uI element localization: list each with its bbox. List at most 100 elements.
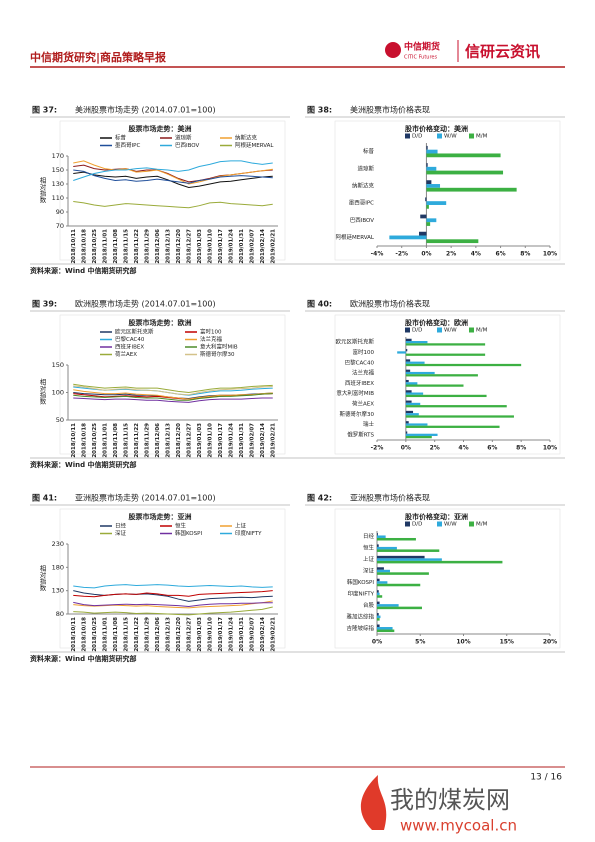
bar	[426, 184, 441, 188]
x-tick-label: 2018/12/20	[176, 617, 182, 652]
chart-frame	[334, 120, 561, 261]
figure-label: 图 38:	[307, 106, 332, 115]
legend-label: M/M	[476, 328, 488, 334]
bar	[377, 549, 440, 552]
bar	[377, 629, 395, 633]
x-tick-label: 2019/01/17	[218, 617, 224, 652]
category-label: 俄罗斯RTS	[347, 430, 374, 438]
source-note: 资料来源：Wind 中信期货研究部	[30, 460, 137, 469]
bar	[405, 435, 432, 439]
figure-caption: 欧洲股票市场价格表现	[350, 299, 430, 309]
legend-label: 标普	[115, 134, 127, 142]
x-tick-label: 8%	[520, 251, 530, 258]
bar	[426, 180, 432, 185]
x-tick-label: 2018/10/18	[81, 229, 87, 264]
x-tick-label: 2019/01/24	[228, 617, 234, 652]
bar	[377, 606, 422, 610]
bar	[405, 338, 412, 342]
x-tick-label: 0%	[421, 251, 431, 258]
series-line	[73, 584, 273, 589]
legend-swatch	[437, 327, 442, 333]
bar	[377, 578, 380, 582]
category-label: 恒生	[363, 544, 375, 552]
x-tick-label: 8%	[516, 445, 526, 452]
x-tick-label: 2019/01/31	[239, 617, 245, 652]
bar	[426, 187, 517, 192]
y-axis-label: 相对指数	[38, 176, 46, 205]
series-line	[73, 393, 273, 400]
bar	[405, 341, 428, 344]
x-tick-label: 2018/12/27	[186, 423, 192, 458]
legend-label: D/D	[412, 134, 422, 140]
chart-frame	[59, 314, 286, 455]
x-tick-label: 2018/10/25	[92, 617, 98, 652]
y-tick-label: 50	[56, 416, 64, 424]
bar	[377, 569, 390, 573]
x-tick-label: 2019/01/24	[228, 423, 234, 458]
series-line	[73, 397, 273, 403]
x-tick-label: 4%	[458, 445, 468, 452]
logo-icon	[385, 42, 401, 58]
category-label: 巴黎CAC40	[345, 358, 375, 366]
bar	[426, 166, 437, 171]
x-tick-label: 2019/02/21	[270, 423, 276, 458]
legend-label: 法兰克福	[200, 335, 223, 343]
category-label: 韩国KOSPI	[347, 578, 374, 586]
bar	[377, 537, 416, 541]
y-axis-label: 相对指数	[38, 377, 46, 406]
chart-frame	[334, 508, 561, 649]
bar	[377, 546, 397, 550]
bar	[405, 423, 428, 426]
bar	[405, 361, 425, 364]
bar	[405, 353, 486, 356]
x-tick-label: 2018/11/29	[144, 617, 150, 652]
x-tick-label: 2018/11/01	[102, 229, 108, 264]
legend-label: M/M	[476, 134, 488, 140]
legend-swatch	[405, 133, 410, 139]
legend-label: 荷兰AEX	[115, 350, 137, 358]
category-label: 富时100	[353, 348, 375, 356]
x-tick-label: 2%	[430, 445, 440, 452]
bar	[419, 231, 427, 236]
x-tick-label: 2018/11/22	[134, 229, 140, 264]
bar	[405, 392, 424, 395]
bar	[377, 627, 393, 630]
chart-title: 股票市场走势：亚洲	[128, 512, 192, 521]
x-tick-label: 2018/10/11	[71, 617, 77, 652]
source-note: 资料来源：Wind 中信期货研究部	[30, 654, 137, 663]
bar	[377, 567, 384, 570]
legend-label: 深证	[115, 529, 127, 537]
bar	[377, 613, 379, 616]
legend-label: M/M	[476, 522, 488, 528]
bar	[405, 359, 411, 362]
chart-title: 股票市场走势：美洲	[128, 124, 192, 133]
x-tick-label: 4%	[471, 251, 481, 258]
watermark-url: www.mycoal.cn	[400, 817, 517, 835]
page-number: 13 / 16	[530, 773, 562, 783]
figure-label: 图 42:	[307, 494, 332, 503]
x-tick-label: 2019/01/31	[239, 229, 245, 264]
chart-title: 股市价格变动：欧洲	[404, 318, 468, 327]
x-tick-label: 2018/10/11	[71, 423, 77, 458]
x-tick-label: 2018/12/27	[186, 617, 192, 652]
y-tick-label: 150	[52, 166, 64, 174]
category-label: 台股	[363, 601, 375, 609]
legend-label: 欧元区斯托克斯	[115, 328, 154, 336]
bar	[426, 204, 429, 209]
bar	[426, 170, 504, 175]
legend-label: W/W	[444, 328, 457, 334]
x-tick-label: 2019/01/03	[197, 229, 203, 264]
bar	[426, 201, 447, 205]
x-tick-label: 2018/12/13	[165, 617, 171, 652]
x-tick-label: 2018/10/11	[71, 229, 77, 264]
x-tick-label: 2019/02/07	[249, 423, 255, 458]
x-tick-label: 2018/11/22	[134, 617, 140, 652]
legend-label: 巴黎CAC40	[115, 335, 145, 343]
bar	[426, 153, 501, 158]
x-tick-label: 2019/01/03	[197, 423, 203, 458]
x-tick-label: 2018/11/01	[102, 617, 108, 652]
series-line	[73, 383, 273, 394]
bar	[377, 532, 378, 536]
bar	[405, 402, 421, 406]
